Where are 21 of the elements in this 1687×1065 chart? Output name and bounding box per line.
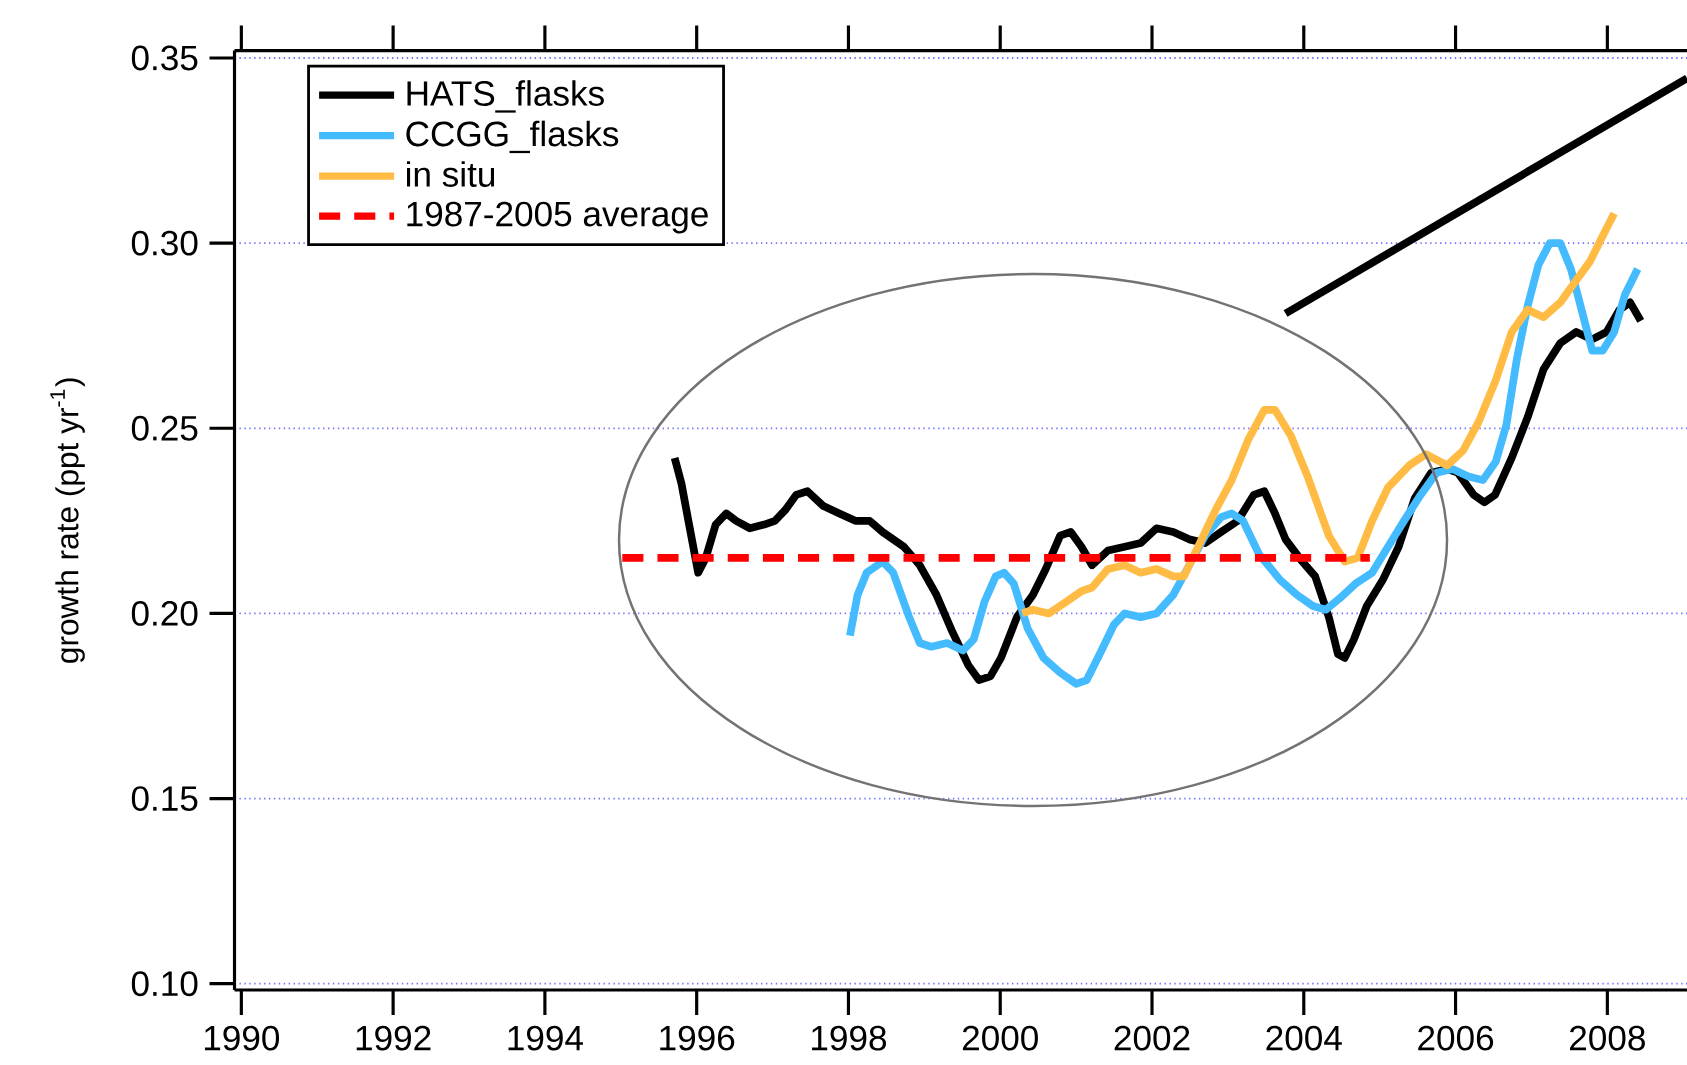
x-tick-label: 2008 xyxy=(1570,1025,1645,1051)
legend-label: CCGG_flasks xyxy=(406,120,619,154)
y-tick-label: 0.30 xyxy=(131,230,198,256)
x-tick-label: 2004 xyxy=(1266,1025,1342,1051)
legend-label: in situ xyxy=(407,161,495,187)
y-tick-label: 0.25 xyxy=(131,415,198,441)
legend-label: 1987-2005 average xyxy=(407,201,708,234)
y-tick-label: 0.20 xyxy=(131,600,198,626)
x-tick-label: 1990 xyxy=(204,1025,280,1051)
x-tick-label: 2002 xyxy=(1114,1025,1190,1051)
x-tick-label: 1998 xyxy=(812,1025,887,1051)
x-tick-label: 2006 xyxy=(1418,1025,1494,1051)
y-tick-label: 0.15 xyxy=(131,786,198,811)
x-tick-label: 1992 xyxy=(356,1025,431,1051)
x-tick-label: 2000 xyxy=(962,1025,1038,1051)
y-axis-title: growth rate (ppt yr$^{-1}$) xyxy=(50,378,85,663)
x-tick-label: 1996 xyxy=(660,1025,735,1051)
x-tick-label: 1994 xyxy=(508,1025,583,1051)
y-tick-label: 0.35 xyxy=(131,45,198,71)
y-tick-label: 0.10 xyxy=(131,971,198,997)
legend-label: HATS_flasks xyxy=(407,80,604,113)
